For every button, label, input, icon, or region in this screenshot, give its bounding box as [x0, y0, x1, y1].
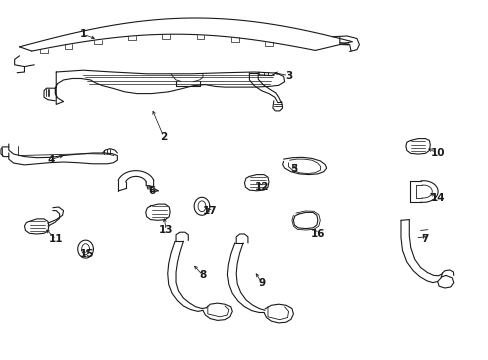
Text: 11: 11: [49, 234, 63, 244]
Text: 13: 13: [159, 225, 173, 235]
Text: 2: 2: [160, 132, 167, 142]
Text: 1: 1: [80, 29, 86, 39]
Text: 9: 9: [258, 278, 264, 288]
Text: 3: 3: [285, 71, 291, 81]
Text: 17: 17: [203, 206, 217, 216]
Text: 16: 16: [310, 229, 325, 239]
Text: 7: 7: [421, 234, 428, 244]
Text: 15: 15: [80, 249, 94, 259]
Text: 5: 5: [289, 164, 296, 174]
Text: 12: 12: [254, 182, 268, 192]
Text: 14: 14: [429, 193, 444, 203]
Text: 8: 8: [199, 270, 206, 280]
Text: 10: 10: [429, 148, 444, 158]
Text: 6: 6: [148, 186, 155, 196]
Text: 4: 4: [47, 155, 55, 165]
